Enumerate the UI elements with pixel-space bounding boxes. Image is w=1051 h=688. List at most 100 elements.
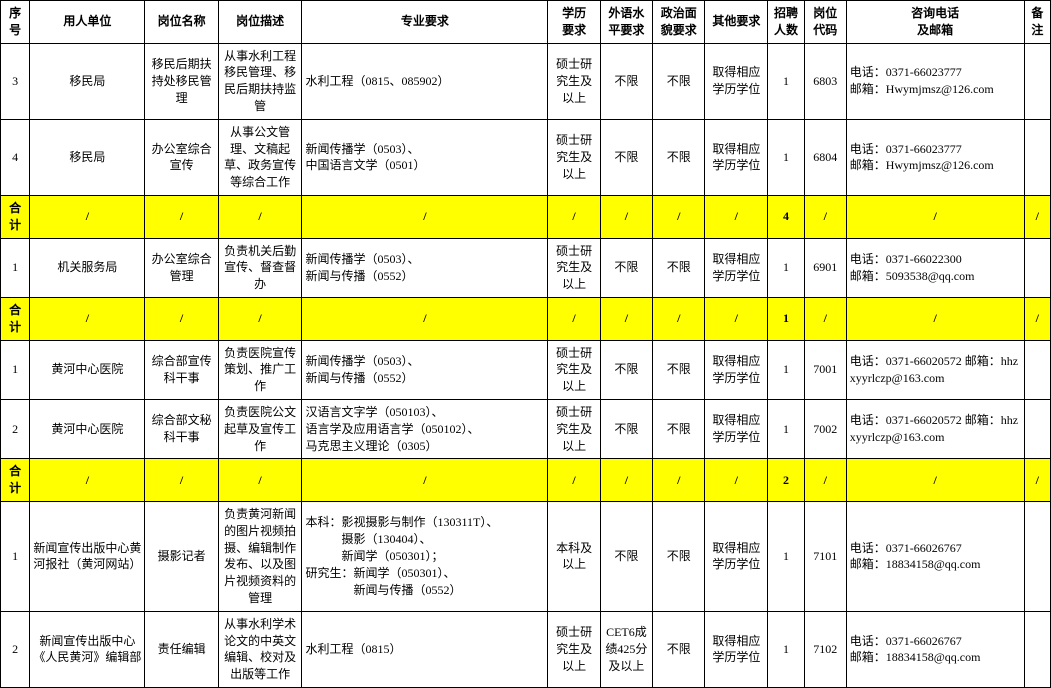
cell-lang: / <box>600 459 652 502</box>
cell-lang: 不限 <box>600 119 652 195</box>
col-header-contact: 咨询电话 及邮箱 <box>846 1 1024 44</box>
col-header-other: 其他要求 <box>705 1 768 44</box>
table-header-row: 序号用人单位岗位名称岗位描述专业要求学历 要求外语水 平要求政治面 貌要求其他要… <box>1 1 1051 44</box>
cell-remark: / <box>1024 297 1050 340</box>
cell-count: 1 <box>768 611 805 687</box>
cell-desc: 从事水利工程移民管理、移民后期扶持监管 <box>218 43 302 119</box>
cell-politics: 不限 <box>653 119 705 195</box>
cell-lang: / <box>600 195 652 238</box>
cell-seq: 1 <box>1 501 30 611</box>
cell-desc: / <box>218 297 302 340</box>
cell-seq: 合计 <box>1 195 30 238</box>
cell-post: 综合部宣传科干事 <box>145 340 218 399</box>
cell-politics: 不限 <box>653 340 705 399</box>
cell-major: 汉语言文字学（050103）、 语言学及应用语言学（050102）、 马克思主义… <box>302 399 548 458</box>
cell-other: 取得相应学历学位 <box>705 399 768 458</box>
cell-desc: / <box>218 195 302 238</box>
col-header-count: 招聘 人数 <box>768 1 805 44</box>
cell-contact: 电话：0371-66020572 邮箱：hhzxyyrlczp@163.com <box>846 340 1024 399</box>
cell-employer: 新闻宣传出版中心《人民黄河》编辑部 <box>30 611 145 687</box>
table-row: 1黄河中心医院综合部宣传科干事负责医院宣传策划、推广工作新闻传播学（0503）、… <box>1 340 1051 399</box>
cell-post: 责任编辑 <box>145 611 218 687</box>
cell-other: 取得相应学历学位 <box>705 340 768 399</box>
cell-count: 1 <box>768 501 805 611</box>
cell-contact: / <box>846 195 1024 238</box>
cell-lang: 不限 <box>600 238 652 297</box>
cell-edu: / <box>548 459 600 502</box>
cell-desc: 负责医院公文起草及宣传工作 <box>218 399 302 458</box>
cell-count: 1 <box>768 399 805 458</box>
cell-employer: / <box>30 195 145 238</box>
cell-post: / <box>145 195 218 238</box>
cell-major: / <box>302 195 548 238</box>
col-header-politics: 政治面 貌要求 <box>653 1 705 44</box>
cell-employer: / <box>30 297 145 340</box>
cell-desc: 从事公文管理、文稿起草、政务宣传等综合工作 <box>218 119 302 195</box>
cell-edu: 硕士研究生及以上 <box>548 238 600 297</box>
cell-other: / <box>705 459 768 502</box>
cell-other: 取得相应学历学位 <box>705 611 768 687</box>
cell-edu: / <box>548 195 600 238</box>
cell-major: / <box>302 297 548 340</box>
cell-code: 6901 <box>804 238 846 297</box>
cell-lang: 不限 <box>600 399 652 458</box>
cell-politics: / <box>653 459 705 502</box>
cell-other: / <box>705 195 768 238</box>
cell-politics: 不限 <box>653 43 705 119</box>
cell-other: 取得相应学历学位 <box>705 501 768 611</box>
cell-employer: 移民局 <box>30 43 145 119</box>
cell-employer: 黄河中心医院 <box>30 340 145 399</box>
cell-seq: 2 <box>1 611 30 687</box>
cell-lang: 不限 <box>600 340 652 399</box>
cell-post: 综合部文秘科干事 <box>145 399 218 458</box>
cell-count: 1 <box>768 340 805 399</box>
col-header-edu: 学历 要求 <box>548 1 600 44</box>
cell-edu: / <box>548 297 600 340</box>
col-header-lang: 外语水 平要求 <box>600 1 652 44</box>
cell-contact: 电话：0371-66026767 邮箱：18834158@qq.com <box>846 611 1024 687</box>
cell-major: 新闻传播学（0503）、 新闻与传播（0552） <box>302 340 548 399</box>
subtotal-row: 合计////////2/// <box>1 459 1051 502</box>
cell-other: 取得相应学历学位 <box>705 238 768 297</box>
cell-edu: 硕士研究生及以上 <box>548 399 600 458</box>
table-row: 2新闻宣传出版中心《人民黄河》编辑部责任编辑从事水利学术论文的中英文编辑、校对及… <box>1 611 1051 687</box>
cell-politics: 不限 <box>653 238 705 297</box>
cell-seq: 合计 <box>1 297 30 340</box>
cell-count: 1 <box>768 119 805 195</box>
cell-edu: 硕士研究生及以上 <box>548 43 600 119</box>
cell-contact: 电话：0371-66020572 邮箱：hhzxyyrlczp@163.com <box>846 399 1024 458</box>
cell-post: 摄影记者 <box>145 501 218 611</box>
cell-major: 水利工程（0815、085902） <box>302 43 548 119</box>
cell-seq: 4 <box>1 119 30 195</box>
cell-code: 7002 <box>804 399 846 458</box>
col-header-major: 专业要求 <box>302 1 548 44</box>
cell-lang: 不限 <box>600 43 652 119</box>
cell-remark <box>1024 238 1050 297</box>
cell-seq: 1 <box>1 340 30 399</box>
cell-contact: 电话：0371-66023777 邮箱：Hwymjmsz@126.com <box>846 43 1024 119</box>
cell-seq: 2 <box>1 399 30 458</box>
cell-remark <box>1024 43 1050 119</box>
cell-edu: 本科及以上 <box>548 501 600 611</box>
cell-employer: 黄河中心医院 <box>30 399 145 458</box>
cell-contact: / <box>846 297 1024 340</box>
cell-remark <box>1024 501 1050 611</box>
cell-politics: / <box>653 297 705 340</box>
cell-code: / <box>804 459 846 502</box>
col-header-employer: 用人单位 <box>30 1 145 44</box>
cell-politics: 不限 <box>653 501 705 611</box>
cell-edu: 硕士研究生及以上 <box>548 611 600 687</box>
cell-contact: / <box>846 459 1024 502</box>
cell-desc: 负责机关后勤宣传、督查督办 <box>218 238 302 297</box>
cell-employer: / <box>30 459 145 502</box>
cell-remark <box>1024 611 1050 687</box>
cell-count: 1 <box>768 238 805 297</box>
cell-contact: 电话：0371-66022300 邮箱：5093538@qq.com <box>846 238 1024 297</box>
cell-politics: 不限 <box>653 611 705 687</box>
cell-code: 7101 <box>804 501 846 611</box>
cell-code: / <box>804 195 846 238</box>
cell-contact: 电话：0371-66023777 邮箱：Hwymjmsz@126.com <box>846 119 1024 195</box>
cell-edu: 硕士研究生及以上 <box>548 340 600 399</box>
cell-code: 6803 <box>804 43 846 119</box>
cell-post: 移民后期扶持处移民管理 <box>145 43 218 119</box>
